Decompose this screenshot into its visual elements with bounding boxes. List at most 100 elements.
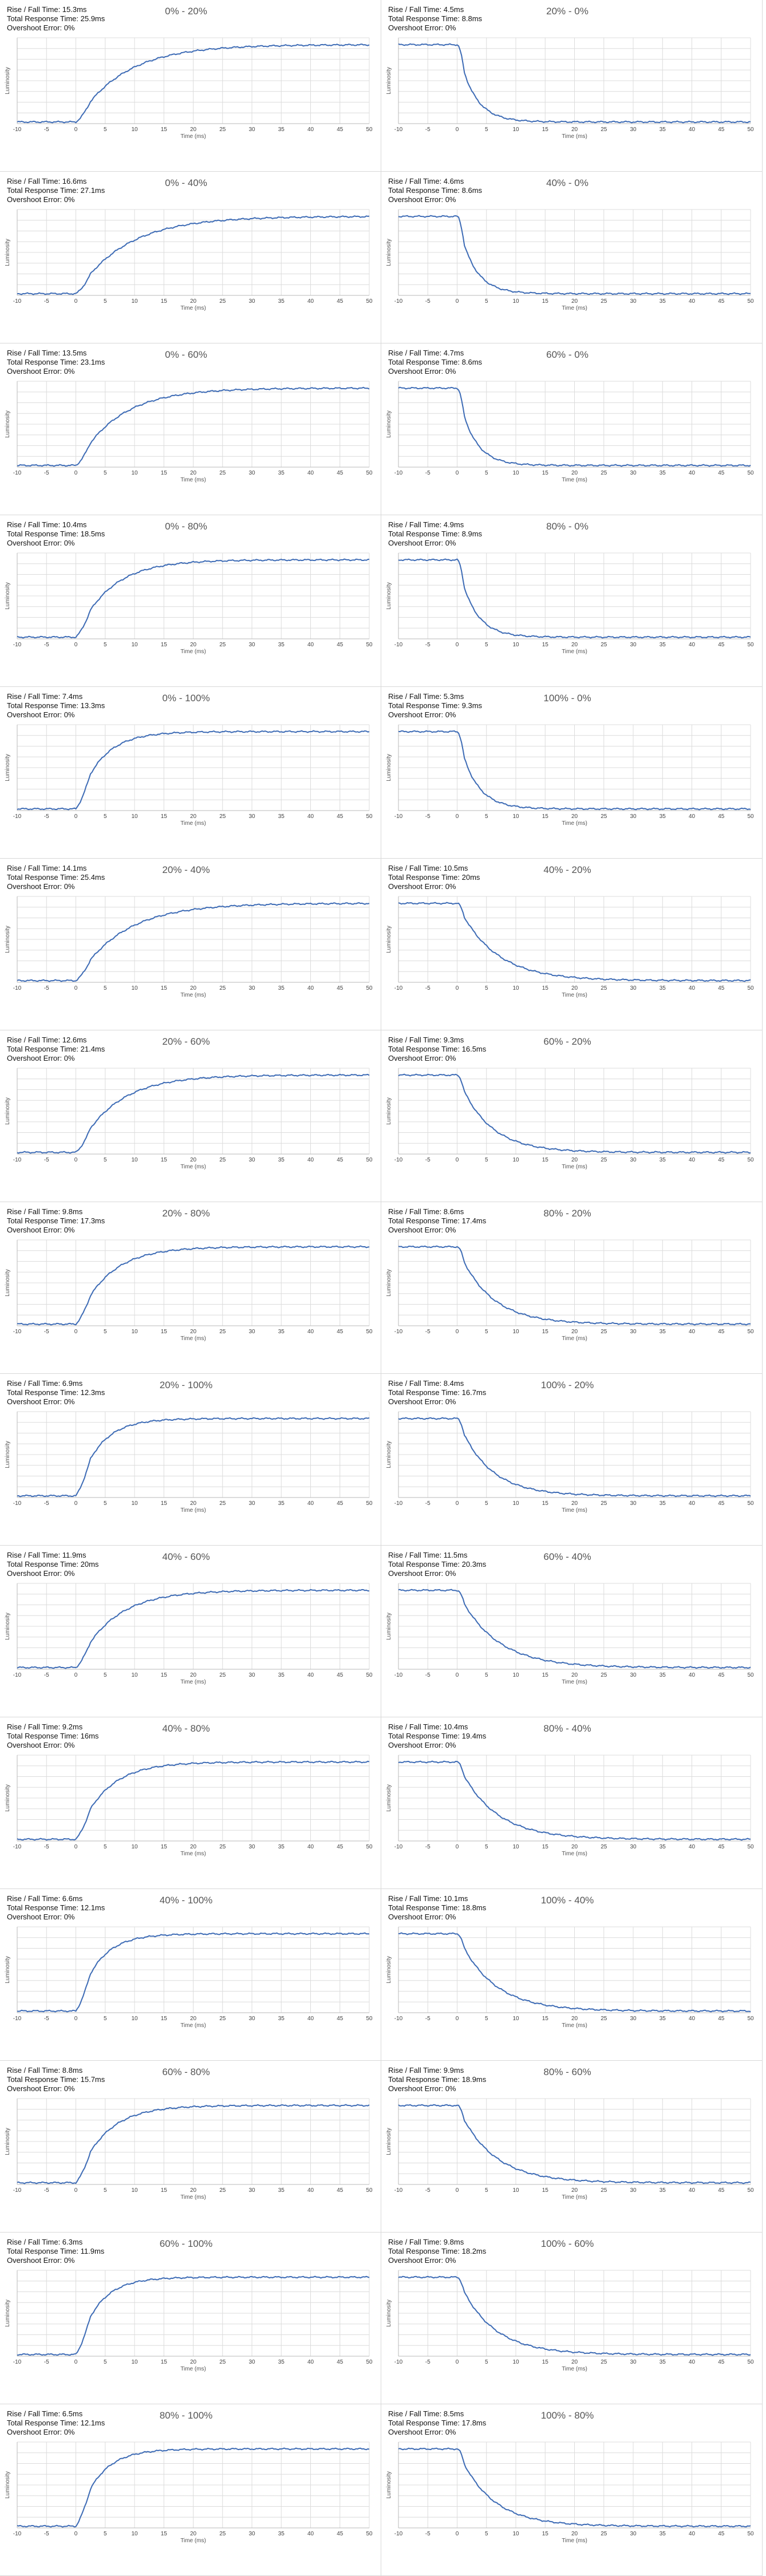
x-tick-label: 35: [660, 985, 666, 991]
x-tick-label: 25: [601, 642, 607, 648]
chart-title: 80% - 100%: [159, 2410, 213, 2421]
x-axis-label: Time (ms): [562, 1507, 587, 1514]
total-response-time-text: Total Response Time: 15.7ms: [7, 2075, 105, 2084]
overshoot-error-text: Overshoot Error: 0%: [7, 2256, 75, 2265]
x-axis-label: Time (ms): [180, 2538, 206, 2544]
chart-title: 40% - 20%: [543, 864, 591, 875]
x-tick-label: 5: [104, 2531, 107, 2537]
chart-title: 0% - 40%: [165, 177, 207, 188]
x-tick-label: 40: [307, 470, 314, 476]
rise-fall-time-text: Rise / Fall Time: 10.1ms: [388, 1894, 468, 1903]
y-axis-label: Luminosity: [386, 926, 392, 953]
overshoot-error-text: Overshoot Error: 0%: [7, 367, 75, 376]
x-tick-label: 50: [747, 1672, 754, 1678]
chart-plot: -10 -5 0 5 10 15 20 25 30 35 40 45 50 Time (ms) Lumino…: [386, 1239, 754, 1342]
chart-panel: Rise / Fall Time: 6.5ms Total Response Ti…: [0, 2404, 381, 2576]
x-tick-label: 10: [512, 2531, 519, 2537]
x-tick-label: 40: [689, 298, 696, 305]
total-response-time-text: Total Response Time: 9.3ms: [388, 701, 483, 710]
x-tick-label: 10: [131, 813, 138, 820]
x-tick-label: -10: [13, 1157, 22, 1163]
x-axis-label: Time (ms): [562, 2366, 587, 2372]
x-tick-label: -10: [13, 2187, 22, 2194]
chart-panel: Rise / Fall Time: 10.1ms Total Response T…: [381, 1889, 763, 2061]
y-axis-label: Luminosity: [386, 1097, 392, 1125]
chart-panel: Rise / Fall Time: 11.5ms Total Response T…: [381, 1546, 763, 1717]
x-tick-label: -10: [13, 1329, 22, 1335]
x-tick-label: 20: [190, 2187, 197, 2194]
rise-fall-time-text: Rise / Fall Time: 4.6ms: [388, 177, 464, 185]
chart-plot: -10 -5 0 5 10 15 20 25 30 35 40 45 50 Time (ms) Lumino…: [5, 1926, 373, 2029]
x-tick-label: 25: [219, 470, 226, 476]
chart-plot: -10 -5 0 5 10 15 20 25 30 35 40 45 50 Time (ms) Lumino…: [5, 1755, 373, 1857]
x-tick-label: 15: [542, 1329, 549, 1335]
chart-panel: Rise / Fall Time: 10.4ms Total Response T…: [0, 515, 381, 687]
y-axis-label: Luminosity: [386, 1956, 392, 1984]
x-tick-label: 50: [747, 470, 754, 476]
x-tick-label: 5: [104, 1672, 107, 1678]
total-response-time-text: Total Response Time: 8.8ms: [388, 14, 483, 23]
x-tick-label: 35: [278, 2016, 285, 2022]
x-tick-label: 20: [571, 1157, 578, 1163]
chart-plot: -10 -5 0 5 10 15 20 25 30 35 40 45 50 Time (ms) Lumino…: [5, 2270, 373, 2372]
x-tick-label: -5: [44, 642, 49, 648]
x-tick-label: 20: [571, 1672, 578, 1678]
x-tick-label: -10: [13, 127, 22, 133]
x-tick-label: 20: [571, 1844, 578, 1850]
total-response-time-text: Total Response Time: 20ms: [7, 1560, 99, 1568]
x-tick-label: 50: [747, 642, 754, 648]
x-tick-label: -10: [394, 1844, 403, 1850]
x-axis-label: Time (ms): [180, 477, 206, 483]
luminosity-series-line: [17, 2104, 370, 2184]
x-axis-label: Time (ms): [562, 649, 587, 655]
chart-plot: -10 -5 0 5 10 15 20 25 30 35 40 45 50 Time (ms) Lumino…: [386, 896, 754, 998]
overshoot-error-text: Overshoot Error: 0%: [388, 1569, 456, 1578]
x-tick-label: 30: [630, 985, 637, 991]
chart-title: 60% - 20%: [543, 1036, 591, 1047]
chart-title: 0% - 100%: [162, 693, 210, 704]
x-tick-label: 40: [689, 985, 696, 991]
x-tick-label: 45: [718, 642, 725, 648]
x-tick-label: 45: [337, 2531, 343, 2537]
stats-block: Rise / Fall Time: 4.5ms Total Response Ti…: [388, 5, 482, 33]
overshoot-error-text: Overshoot Error: 0%: [7, 23, 75, 32]
chart-plot: -10 -5 0 5 10 15 20 25 30 35 40 45 50 Time (ms) Lumino…: [5, 381, 373, 483]
x-tick-label: 40: [689, 1844, 696, 1850]
x-tick-label: -5: [44, 298, 49, 305]
x-tick-label: 35: [660, 1672, 666, 1678]
y-axis-label: Luminosity: [5, 1269, 11, 1297]
x-tick-label: 35: [660, 2016, 666, 2022]
x-tick-label: 10: [131, 2016, 138, 2022]
chart-title: 100% - 20%: [540, 1380, 594, 1390]
luminosity-series-line: [17, 1417, 370, 1498]
x-tick-label: 45: [337, 1329, 343, 1335]
x-tick-label: 25: [601, 813, 607, 820]
total-response-time-text: Total Response Time: 12.3ms: [7, 1388, 105, 1397]
rise-fall-time-text: Rise / Fall Time: 6.5ms: [7, 2409, 83, 2418]
x-tick-label: 5: [485, 2016, 488, 2022]
luminosity-series-line: [17, 730, 370, 811]
x-tick-label: 15: [161, 1672, 168, 1678]
x-tick-label: 10: [512, 470, 519, 476]
total-response-time-text: Total Response Time: 19.4ms: [388, 1732, 487, 1740]
x-tick-label: 5: [485, 813, 488, 820]
x-tick-label: 5: [485, 298, 488, 305]
x-axis-label: Time (ms): [180, 1336, 206, 1342]
total-response-time-text: Total Response Time: 8.6ms: [388, 186, 483, 195]
x-tick-label: 15: [161, 985, 168, 991]
total-response-time-text: Total Response Time: 18.2ms: [388, 2247, 487, 2255]
x-tick-label: 15: [542, 127, 549, 133]
x-tick-label: -5: [425, 2187, 431, 2194]
x-tick-label: 5: [104, 2187, 107, 2194]
chart-panel: Rise / Fall Time: 16.6ms Total Response T…: [0, 172, 381, 343]
x-tick-label: 45: [718, 1329, 725, 1335]
x-tick-label: 40: [307, 813, 314, 820]
chart-panel: Rise / Fall Time: 10.5ms Total Response T…: [381, 859, 763, 1030]
x-tick-label: 35: [278, 1672, 285, 1678]
x-axis-label: Time (ms): [562, 2194, 587, 2200]
x-tick-label: 30: [630, 1157, 637, 1163]
rise-fall-time-text: Rise / Fall Time: 8.8ms: [7, 2066, 83, 2075]
x-tick-label: 20: [190, 813, 197, 820]
y-axis-label: Luminosity: [386, 67, 392, 94]
x-tick-label: 35: [660, 2187, 666, 2194]
